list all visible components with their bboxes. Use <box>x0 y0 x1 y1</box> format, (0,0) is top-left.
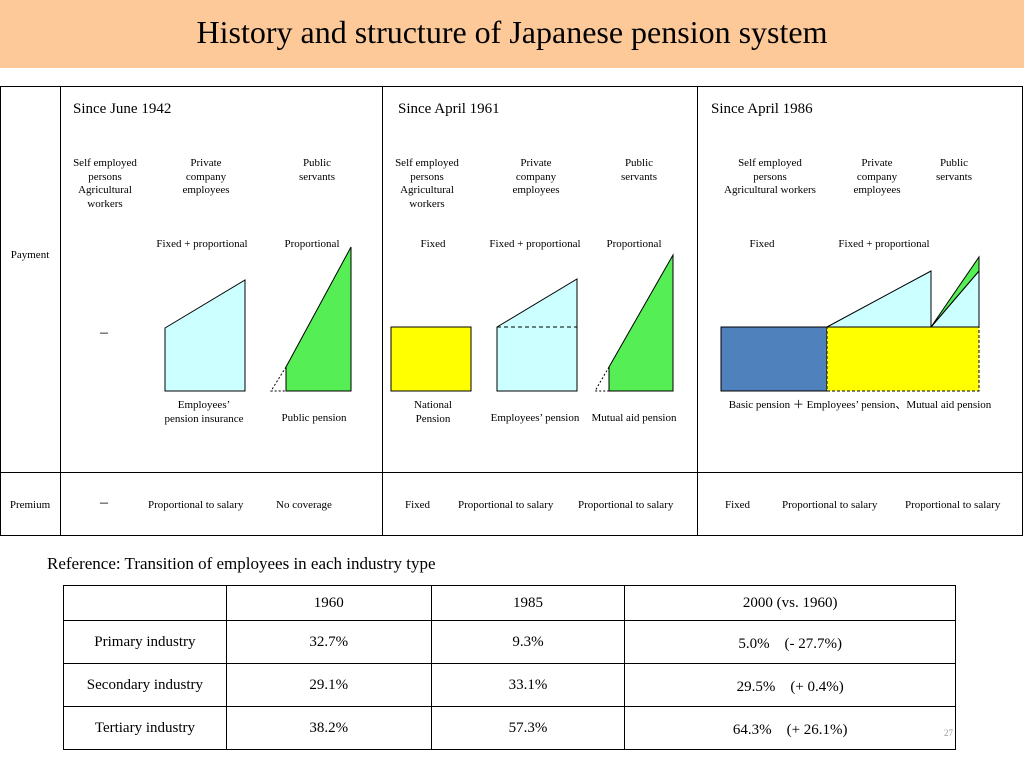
table-cell: 64.3% (+ 26.1%) <box>624 706 956 750</box>
payment-self-employed-1942: – <box>100 324 108 341</box>
group-public-1986: Public servants <box>935 157 973 183</box>
period-1961-heading: Since April 1961 <box>398 101 500 117</box>
table-cell: Primary industry <box>63 620 227 664</box>
premium-self-employed-1986: Fixed <box>725 499 751 511</box>
premium-self-employed-1942: – <box>100 494 108 511</box>
group-private-1961: Private company employees <box>512 157 560 196</box>
payment-public-1961: Proportional <box>606 238 662 250</box>
table-cell: 5.0% (- 27.7%) <box>624 620 956 664</box>
scheme-combined-1986: Basic pension ＋ Employees’ pension、Mutua… <box>728 399 992 411</box>
table-cell: 29.5% (+ 0.4%) <box>624 663 956 707</box>
employees-pension-1986-shape <box>826 270 932 328</box>
scheme-public-1942: Public pension <box>281 412 347 424</box>
public-pension-shape <box>285 246 352 392</box>
payment-private-1961: Fixed + proportional <box>489 238 581 250</box>
group-public-1942: Public servants <box>298 157 336 183</box>
table-cell: 29.1% <box>225 663 432 707</box>
row-divider <box>0 472 1023 473</box>
column-divider <box>60 86 61 536</box>
table-header-cell: 2000 (vs. 1960) <box>624 585 956 621</box>
table-cell: Secondary industry <box>63 663 227 707</box>
payment-private-1942: Fixed + proportional <box>156 238 248 250</box>
scheme-private-1961: Employees’ pension <box>490 412 580 424</box>
mutual-aid-pension-1986-green-shape <box>930 255 980 328</box>
page-number: 27 <box>944 728 953 738</box>
slide-title: History and structure of Japanese pensio… <box>196 14 828 50</box>
table-header-cell: 1960 <box>225 585 432 621</box>
payment-self-employed-1961: Fixed <box>420 238 446 250</box>
public-pension-dashed-extension <box>270 366 287 392</box>
table-cell: 57.3% <box>430 706 626 750</box>
group-private-1942: Private company employees <box>182 157 230 196</box>
group-self-employed-1942: Self employed persons Agricultural workers <box>73 157 137 210</box>
payment-private-1986: Fixed + proportional <box>838 238 930 250</box>
national-pension-shape <box>390 326 472 392</box>
table-header-cell <box>63 585 227 621</box>
row-label-payment: Payment <box>10 249 50 261</box>
employees-pension-shape <box>496 278 578 392</box>
table-cell: 32.7% <box>225 620 432 664</box>
row-label-premium: Premium <box>9 499 51 511</box>
group-private-1986: Private company employees <box>853 157 901 196</box>
premium-public-1961: Proportional to salary <box>578 499 674 511</box>
basic-pension-blue-shape <box>720 326 828 392</box>
period-1986-heading: Since April 1986 <box>711 101 813 117</box>
table-row: Secondary industry 29.1% 33.1% 29.5% (+ … <box>63 663 956 707</box>
pension-structure-table <box>0 86 1023 536</box>
premium-private-1986: Proportional to salary <box>782 499 878 511</box>
table-row: Primary industry 32.7% 9.3% 5.0% (- 27.7… <box>63 620 956 664</box>
payment-public-1942: Proportional <box>284 238 340 250</box>
basic-pension-yellow-shape <box>826 326 980 392</box>
column-divider <box>382 86 383 536</box>
title-bar <box>0 0 1024 68</box>
group-self-employed-1961: Self employed persons Agricultural workers <box>395 157 459 210</box>
industry-transition-table: 1960 1985 2000 (vs. 1960) Primary indust… <box>63 585 956 750</box>
reference-heading: Reference: Transition of employees in ea… <box>47 554 436 573</box>
scheme-public-1961: Mutual aid pension <box>591 412 677 424</box>
premium-public-1986: Proportional to salary <box>905 499 1001 511</box>
scheme-private-1942: Employees’ pension insurance <box>164 399 244 425</box>
premium-self-employed-1961: Fixed <box>405 499 431 511</box>
table-header-row: 1960 1985 2000 (vs. 1960) <box>63 585 956 621</box>
employees-pension-insurance-shape <box>164 279 246 392</box>
group-public-1961: Public servants <box>620 157 658 183</box>
payment-self-employed-1986: Fixed <box>749 238 775 250</box>
table-cell: Tertiary industry <box>63 706 227 750</box>
column-divider <box>697 86 698 536</box>
group-self-employed-1986: Self employed persons Agricultural workers <box>724 157 816 196</box>
mutual-aid-pension-shape <box>608 253 674 392</box>
table-cell: 9.3% <box>430 620 626 664</box>
table-cell: 33.1% <box>430 663 626 707</box>
premium-private-1961: Proportional to salary <box>458 499 554 511</box>
table-row: Tertiary industry 38.2% 57.3% 64.3% (+ 2… <box>63 706 956 750</box>
mutual-aid-dashed-extension <box>594 366 610 392</box>
premium-public-1942: No coverage <box>276 499 332 511</box>
table-header-cell: 1985 <box>430 585 626 621</box>
premium-private-1942: Proportional to salary <box>148 499 244 511</box>
table-cell: 38.2% <box>225 706 432 750</box>
period-1942-heading: Since June 1942 <box>73 101 172 117</box>
scheme-self-employed-1961: National Pension <box>414 399 452 425</box>
